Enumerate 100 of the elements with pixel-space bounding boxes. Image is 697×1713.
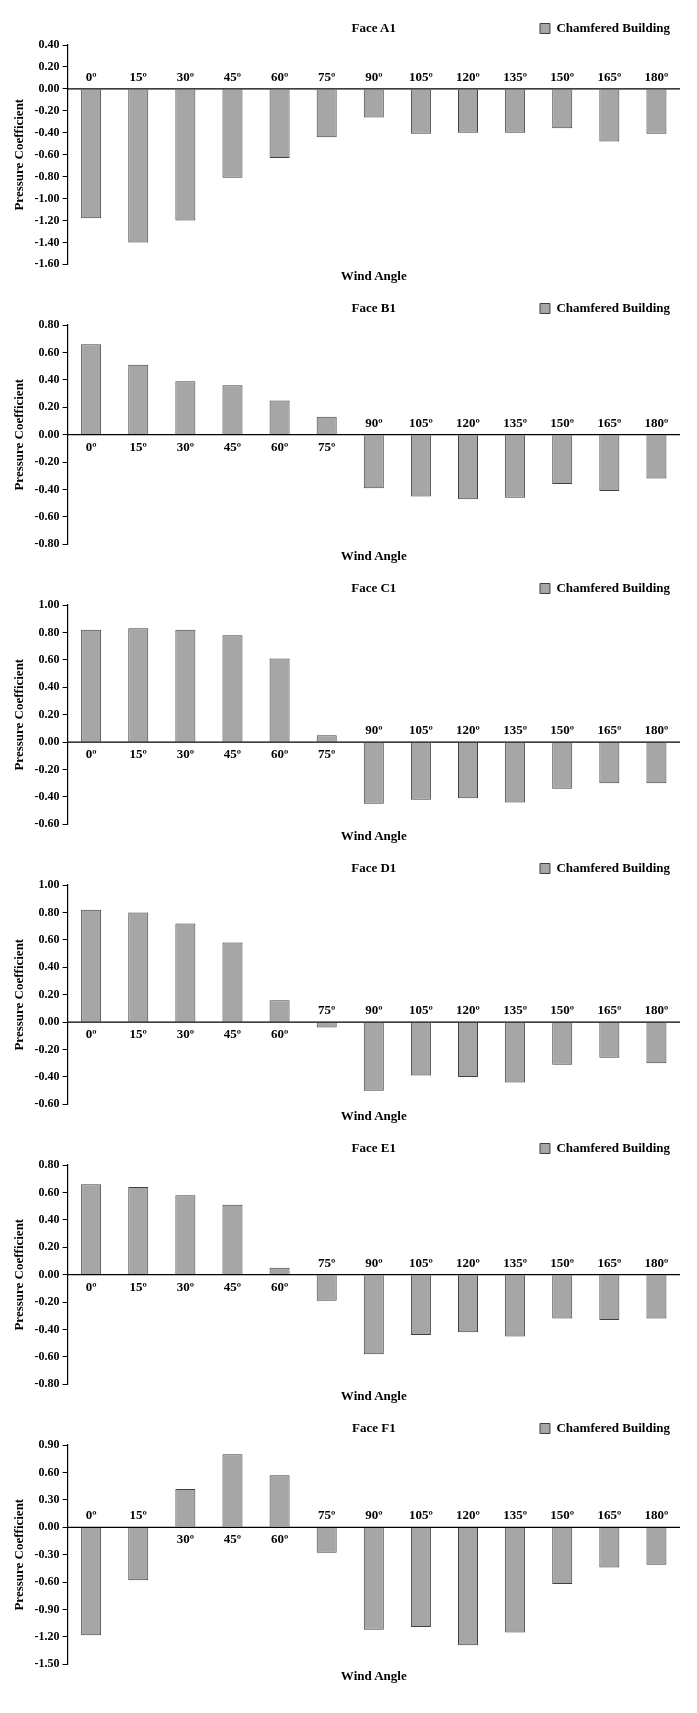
x-tick-label: 90º (365, 414, 383, 430)
x-tick-label: 165º (597, 414, 622, 430)
x-tick-label: 180º (644, 1001, 669, 1017)
x-axis-title: Wind Angle (340, 267, 407, 283)
x-tick-label: 150º (550, 414, 575, 430)
chart-title: Face B1 (351, 299, 396, 315)
x-tick-label: 90º (365, 1001, 383, 1017)
x-tick-label: 75º (318, 1254, 336, 1270)
x-tick-label: 45º (223, 745, 242, 761)
y-tick-label: 0.00 (38, 426, 60, 441)
y-tick-label: -0.20 (34, 1294, 60, 1309)
x-tick-label: 180º (644, 1254, 669, 1270)
legend-label: Chamfered Building (556, 1139, 671, 1155)
x-tick-label: 45º (223, 1278, 242, 1294)
y-tick-label: 0.00 (38, 1266, 60, 1281)
x-tick-label: 15º (129, 745, 147, 761)
x-tick-label: 150º (550, 68, 575, 84)
x-tick-label: 120º (456, 414, 480, 430)
x-tick-label: 60º (270, 1531, 289, 1547)
x-tick-label: 0º (85, 438, 97, 454)
y-tick-label: -0.20 (34, 761, 60, 776)
y-tick-label: 0.00 (38, 734, 60, 749)
y-tick-label: -1.50 (34, 1656, 60, 1671)
y-tick-label: 0.80 (38, 1157, 60, 1172)
x-tick-label: 135º (503, 1001, 528, 1017)
x-tick-label: 135º (503, 1507, 528, 1523)
chart-title: Face E1 (351, 1139, 396, 1155)
y-tick-label: 0.40 (38, 959, 60, 974)
x-tick-label: 0º (85, 745, 97, 761)
y-tick-label: -0.60 (34, 816, 60, 831)
y-tick-label: -0.20 (34, 1041, 60, 1056)
y-tick-label: 0.60 (38, 1184, 60, 1199)
y-tick-label: 0.80 (38, 317, 60, 332)
x-tick-label: 150º (550, 1001, 575, 1017)
x-tick-label: 105º (409, 1507, 433, 1523)
y-tick-label: 0.80 (38, 624, 60, 639)
y-tick-label: 0.60 (38, 344, 60, 359)
x-tick-label: 0º (85, 68, 97, 84)
x-tick-label: 0º (85, 1507, 97, 1523)
y-tick-label: 1.00 (38, 597, 60, 612)
x-tick-label: 90º (365, 1507, 383, 1523)
x-tick-label: 30º (176, 1025, 195, 1041)
x-tick-label: 135º (503, 1254, 528, 1270)
y-tick-label: 0.00 (38, 1519, 60, 1534)
y-tick-label: 0.00 (38, 1014, 60, 1029)
y-tick-label: 0.40 (38, 37, 60, 52)
x-tick-label: 105º (409, 1001, 433, 1017)
y-tick-label: 0.00 (38, 80, 60, 95)
y-tick-label: -0.40 (34, 124, 60, 139)
y-tick-label: -0.80 (34, 1376, 60, 1391)
x-tick-label: 45º (223, 1531, 242, 1547)
x-tick-label: 105º (409, 721, 433, 737)
y-tick-label: -0.60 (34, 1096, 60, 1111)
x-tick-label: 150º (550, 1507, 575, 1523)
y-tick-label: -1.20 (34, 1629, 60, 1644)
chart-title: Face A1 (351, 19, 396, 35)
x-tick-label: 120º (456, 68, 480, 84)
x-tick-label: 15º (129, 1507, 147, 1523)
x-tick-label: 135º (503, 414, 528, 430)
x-tick-label: 180º (644, 414, 669, 430)
y-axis-title: Pressure Coefficient (11, 658, 27, 771)
x-axis-title: Wind Angle (340, 547, 407, 563)
y-tick-label: -0.60 (34, 146, 60, 161)
y-tick-label: -0.80 (34, 168, 60, 183)
x-tick-label: 75º (318, 438, 336, 454)
x-axis-title: Wind Angle (340, 827, 407, 843)
y-axis-title: Pressure Coefficient (11, 378, 27, 491)
x-tick-label: 45º (223, 1025, 242, 1041)
y-tick-label: -0.40 (34, 1321, 60, 1336)
x-tick-label: 120º (456, 721, 480, 737)
x-tick-label: 15º (129, 438, 147, 454)
y-axis-title: Pressure Coefficient (11, 938, 27, 1051)
x-tick-label: 30º (176, 1531, 195, 1547)
x-tick-label: 120º (456, 1001, 480, 1017)
chart-title: Face C1 (351, 579, 397, 595)
y-tick-label: -0.40 (34, 481, 60, 496)
x-tick-label: 75º (318, 1507, 336, 1523)
x-tick-label: 60º (270, 1278, 289, 1294)
x-tick-label: 45º (223, 438, 242, 454)
x-tick-label: 165º (597, 68, 622, 84)
x-axis-title: Wind Angle (340, 1387, 407, 1403)
x-tick-label: 135º (503, 721, 528, 737)
y-axis-title: Pressure Coefficient (11, 1218, 27, 1331)
y-tick-label: -0.20 (34, 102, 60, 117)
y-tick-label: -0.60 (34, 1574, 60, 1589)
chart-title: Face D1 (351, 859, 397, 875)
x-tick-label: 30º (176, 745, 195, 761)
y-tick-label: 0.60 (38, 931, 60, 946)
legend-label: Chamfered Building (556, 1419, 671, 1435)
y-tick-label: -1.40 (34, 234, 60, 249)
x-tick-label: 135º (503, 68, 528, 84)
legend-label: Chamfered Building (556, 299, 671, 315)
y-tick-label: -0.80 (34, 536, 60, 551)
y-tick-label: 0.30 (38, 1491, 60, 1506)
x-tick-label: 120º (456, 1254, 480, 1270)
x-tick-label: 180º (644, 1507, 669, 1523)
x-tick-label: 60º (270, 68, 289, 84)
chart-title: Face F1 (351, 1419, 396, 1435)
y-tick-label: -0.20 (34, 454, 60, 469)
x-tick-label: 15º (129, 1278, 147, 1294)
